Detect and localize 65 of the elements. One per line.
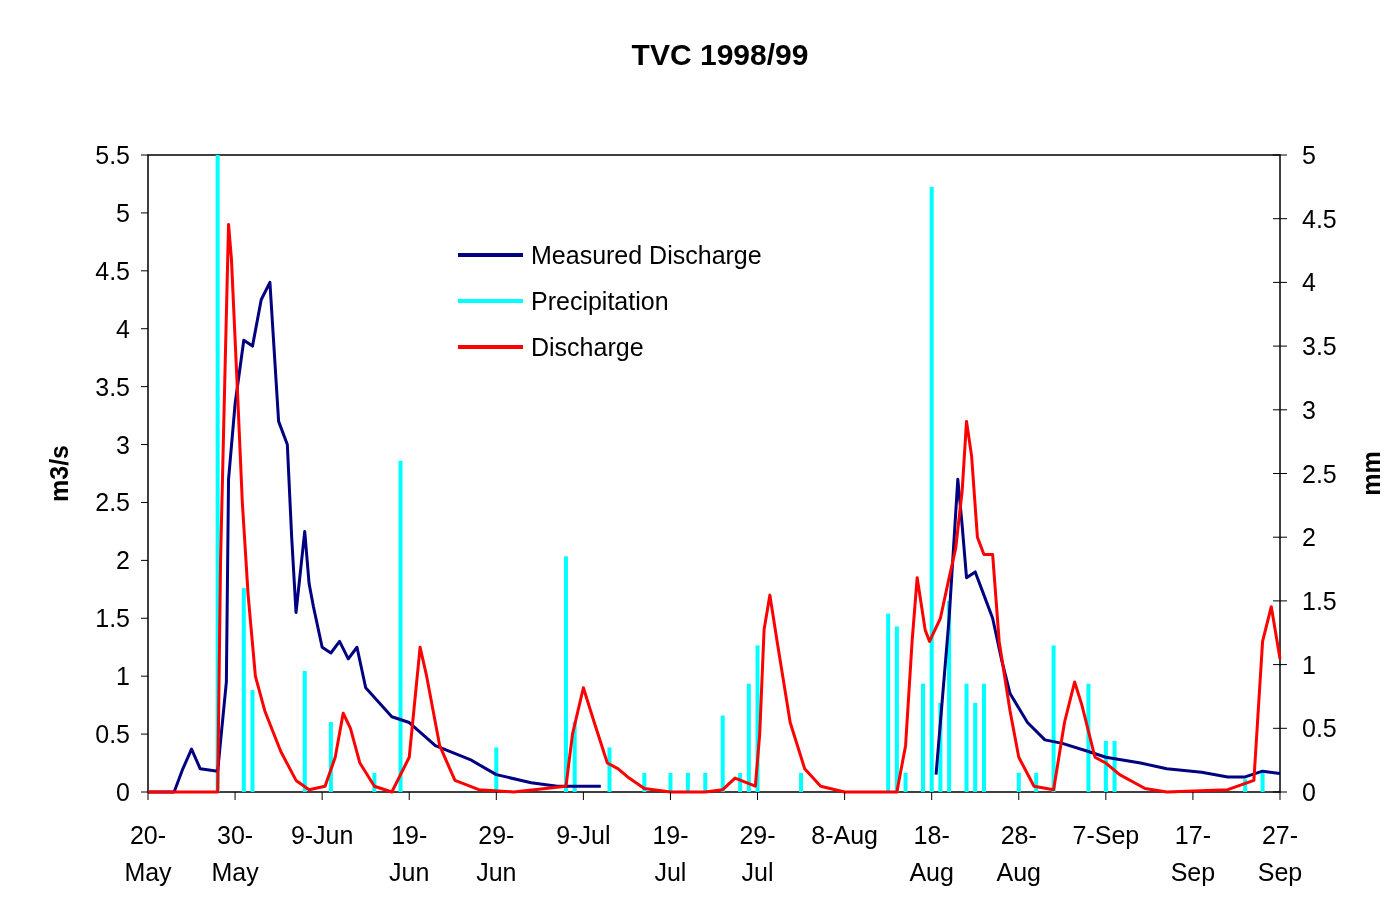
- bar: [973, 702, 978, 792]
- bar: [398, 460, 403, 792]
- y2-tick-label: 3: [1302, 395, 1316, 424]
- y2-tick-label: 1: [1302, 650, 1316, 679]
- x-tick-label: 17-Sep: [1170, 821, 1216, 886]
- x-tick-label: 30-May: [211, 821, 260, 886]
- bar: [720, 715, 725, 792]
- y-tick-label: 3: [116, 430, 130, 459]
- bar: [563, 556, 568, 792]
- y-tick-label: 4: [116, 314, 131, 343]
- bar: [981, 683, 986, 792]
- x-tick-label: 9-Jul: [556, 821, 611, 849]
- x-tick-label: 29-Jun: [476, 821, 517, 886]
- y-tick-label: 1: [116, 662, 130, 691]
- legend-label: Discharge: [531, 333, 644, 361]
- y-tick-label: 3.5: [95, 372, 130, 401]
- bar: [799, 772, 804, 792]
- y2-tick-label: 4.5: [1302, 204, 1337, 233]
- y2-tick-label: 4: [1302, 268, 1316, 297]
- y-tick-label: 1.5: [95, 604, 130, 633]
- y2-tick-label: 3.5: [1302, 332, 1337, 361]
- bar: [703, 772, 708, 792]
- y-tick-label: 0: [116, 778, 130, 806]
- y-tick-label: 4.5: [95, 256, 130, 285]
- y2-tick-label: 5: [1302, 141, 1316, 169]
- x-tick-label: 19-Jun: [389, 821, 430, 886]
- bar: [903, 772, 908, 792]
- x-tick-label: 18-Aug: [909, 821, 954, 886]
- y-axis-title: m3/s: [45, 445, 73, 502]
- bar: [241, 588, 246, 792]
- y-tick-label: 2.5: [95, 488, 130, 517]
- bar: [886, 613, 891, 792]
- x-tick-label: 27-Sep: [1257, 821, 1303, 886]
- bar: [607, 747, 612, 792]
- x-tick-label: 20-May: [124, 821, 173, 886]
- x-tick-label: 9-Jun: [290, 821, 354, 849]
- y2-tick-label: 0: [1302, 778, 1316, 806]
- bar: [894, 626, 899, 792]
- y-tick-label: 2: [116, 546, 130, 575]
- y2-tick-label: 0.5: [1302, 714, 1337, 743]
- bar: [929, 186, 934, 792]
- y2-axis-title: mm: [1357, 451, 1385, 496]
- y2-tick-label: 2: [1302, 523, 1316, 552]
- y2-tick-label: 1.5: [1302, 586, 1337, 615]
- y2-tick-label: 2.5: [1302, 459, 1337, 488]
- bar: [920, 683, 925, 792]
- y-tick-label: 0.5: [95, 720, 130, 749]
- x-tick-label: 7-Sep: [1072, 821, 1140, 849]
- legend-label: Precipitation: [531, 287, 669, 315]
- bar: [1016, 772, 1021, 792]
- bar: [1260, 772, 1265, 792]
- legend-label: Measured Discharge: [531, 241, 762, 269]
- x-tick-label: 29-Jul: [739, 821, 776, 886]
- x-tick-label: 28-Aug: [996, 821, 1042, 886]
- y-tick-label: 5.5: [95, 141, 130, 169]
- y-tick-label: 5: [116, 198, 130, 227]
- bar: [746, 683, 751, 792]
- bar: [302, 670, 307, 792]
- x-tick-label: 19-Jul: [652, 821, 689, 886]
- bar: [685, 772, 690, 792]
- bar: [668, 772, 673, 792]
- chart-title: TVC 1998/99: [631, 38, 809, 71]
- x-tick-label: 8-Aug: [811, 821, 878, 849]
- bar: [964, 683, 969, 792]
- bar: [250, 690, 255, 792]
